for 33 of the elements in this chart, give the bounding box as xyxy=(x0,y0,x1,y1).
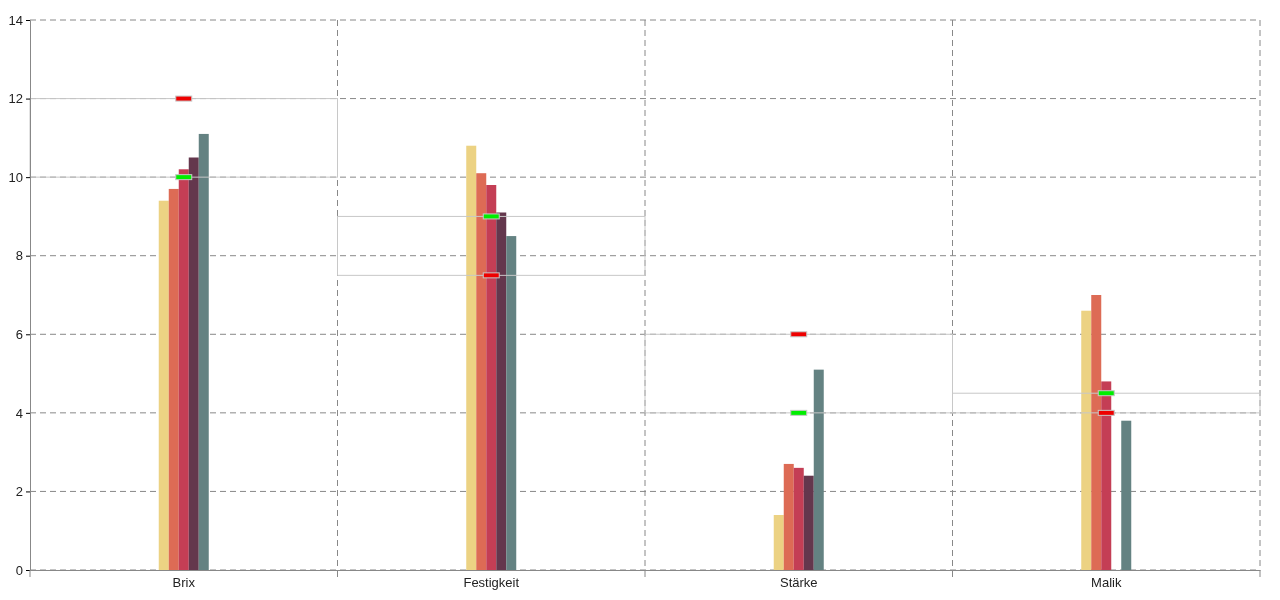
y-tick-label: 10 xyxy=(8,169,23,185)
bar xyxy=(158,200,169,570)
y-tick-label: 14 xyxy=(8,12,23,28)
x-tick-label: Brix xyxy=(172,575,196,591)
bar xyxy=(198,133,209,570)
bar xyxy=(1121,420,1132,570)
bar xyxy=(1091,295,1102,570)
bar xyxy=(178,169,189,570)
bar xyxy=(813,369,824,570)
y-tick-label: 4 xyxy=(15,405,23,421)
y-tick-label: 8 xyxy=(15,248,23,264)
bar xyxy=(1081,310,1092,570)
y-tick-label: 6 xyxy=(15,326,23,342)
bar xyxy=(803,475,814,570)
bar xyxy=(783,463,794,570)
x-tick-label: Festigkeit xyxy=(463,575,520,591)
y-tick-label: 0 xyxy=(15,562,23,578)
bar xyxy=(773,515,784,570)
bar xyxy=(506,236,517,570)
bar xyxy=(337,215,646,276)
x-tick-label: Stärke xyxy=(779,575,818,591)
bar xyxy=(496,212,507,570)
bar xyxy=(188,157,199,570)
bar xyxy=(486,185,497,570)
x-tick-label: Malik xyxy=(1091,575,1122,591)
bar xyxy=(1101,381,1112,570)
bar xyxy=(168,188,179,570)
bar xyxy=(29,98,338,178)
bar xyxy=(466,145,477,570)
y-tick-label: 2 xyxy=(15,484,23,500)
bar xyxy=(476,173,487,570)
bar xyxy=(793,467,804,570)
y-tick-label: 12 xyxy=(8,91,23,107)
